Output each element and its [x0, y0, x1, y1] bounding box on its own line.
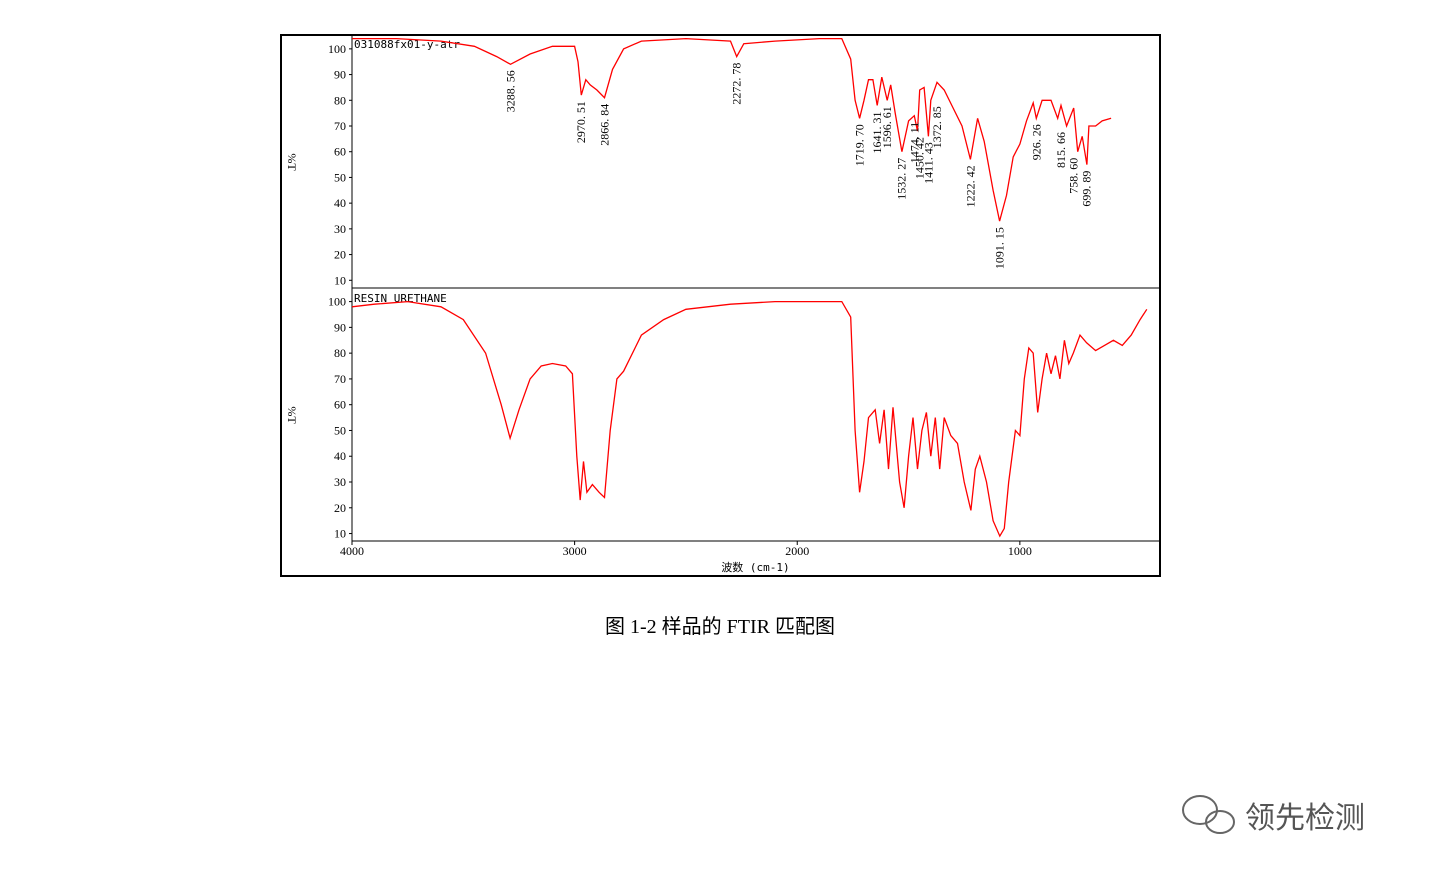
peak-label: 815. 66 [1054, 132, 1068, 168]
y-tick-label: 10 [334, 273, 346, 287]
y-tick-label: 10 [334, 527, 346, 541]
peak-label: 1411. 43 [921, 142, 935, 184]
panel-title: 031088fx01-y-atr [354, 38, 460, 51]
x-tick-label: 4000 [340, 544, 364, 558]
y-tick-label: 90 [334, 68, 346, 82]
peak-label: 1372. 85 [930, 106, 944, 148]
watermark-icon [1182, 795, 1235, 834]
peak-label: 1532. 27 [894, 158, 908, 200]
peak-label: 2272. 78 [730, 63, 744, 105]
peak-label: 926. 26 [1029, 124, 1043, 160]
y-tick-label: 70 [334, 119, 346, 133]
peak-label: 1474. 11 [907, 122, 921, 164]
y-tick-label: 30 [334, 222, 346, 236]
caption: 图 1-2 样品的 FTIR 匹配图 [605, 615, 835, 638]
peak-label: 758. 60 [1067, 158, 1081, 194]
y-tick-label: 100 [328, 295, 346, 309]
peak-label: 1596. 61 [880, 106, 894, 148]
y-tick-label: 30 [334, 475, 346, 489]
y-tick-label: 90 [334, 320, 346, 334]
peak-label: 699. 89 [1080, 171, 1094, 207]
peak-label: 2866. 84 [597, 104, 611, 146]
panel-title: RESIN URETHANE [354, 292, 447, 305]
peak-label: 1641. 31 [870, 111, 884, 153]
frame [280, 34, 1161, 577]
x-axis-label: 波数 (cm-1) [721, 561, 789, 574]
y-tick-label: 60 [334, 398, 346, 412]
peak-label: 1091. 15 [993, 227, 1007, 269]
x-tick-label: 1000 [1008, 544, 1032, 558]
peak-label: 1450. 42 [913, 137, 927, 179]
spectrum-line [351, 300, 1148, 538]
y-tick-label: 70 [334, 372, 346, 386]
y-tick-label: 50 [334, 423, 346, 437]
spectrum-line [352, 37, 1112, 222]
y-tick-label: 40 [334, 196, 346, 210]
y-axis-label: %T [285, 153, 299, 171]
watermark: 领先检测 [1245, 801, 1365, 836]
y-tick-label: 20 [334, 248, 346, 262]
y-tick-label: 50 [334, 170, 346, 184]
y-tick-label: 20 [334, 501, 346, 515]
y-axis-label: %T [285, 406, 299, 424]
y-tick-label: 100 [328, 42, 346, 56]
y-tick-label: 40 [334, 449, 346, 463]
peak-label: 1719. 70 [853, 124, 867, 166]
peak-label: 3288. 56 [503, 70, 517, 112]
y-tick-label: 60 [334, 145, 346, 159]
x-tick-label: 2000 [785, 544, 809, 558]
y-tick-label: 80 [334, 93, 346, 107]
y-tick-label: 80 [334, 346, 346, 360]
peak-label: 1222. 42 [963, 165, 977, 207]
peak-label: 2970. 51 [574, 101, 588, 143]
x-tick-label: 3000 [563, 544, 587, 558]
